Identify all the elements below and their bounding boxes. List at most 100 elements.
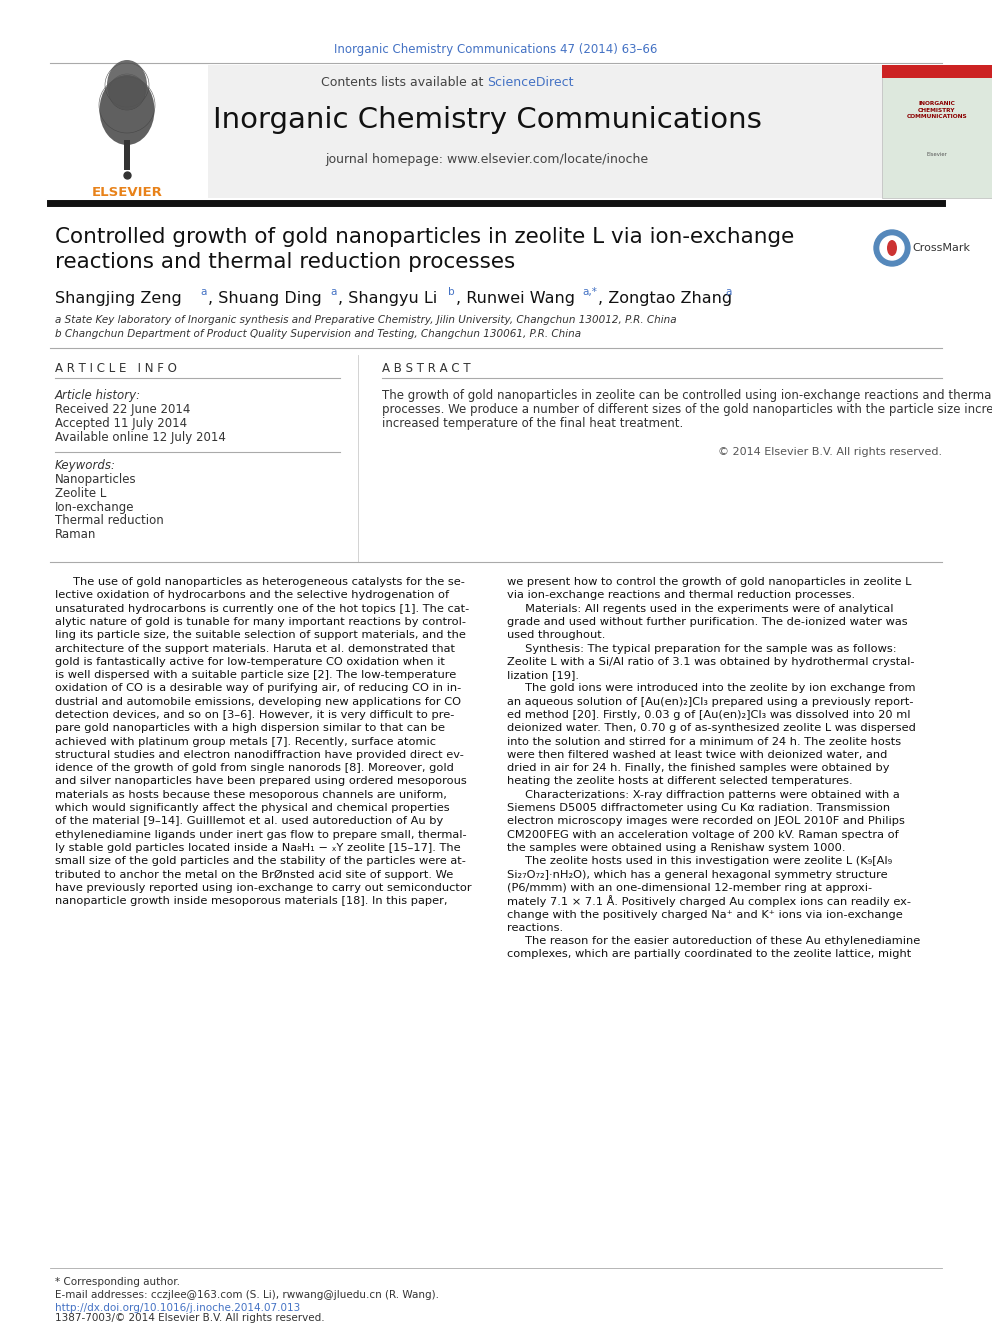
Text: Synthesis: The typical preparation for the sample was as follows:: Synthesis: The typical preparation for t… — [507, 643, 897, 654]
Text: journal homepage: www.elsevier.com/locate/inoche: journal homepage: www.elsevier.com/locat… — [325, 153, 649, 167]
Text: http://dx.doi.org/10.1016/j.inoche.2014.07.013: http://dx.doi.org/10.1016/j.inoche.2014.… — [55, 1303, 301, 1312]
Text: a,*: a,* — [582, 287, 597, 296]
Text: Inorganic Chemistry Communications 47 (2014) 63–66: Inorganic Chemistry Communications 47 (2… — [334, 44, 658, 57]
Text: a: a — [725, 287, 731, 296]
Text: mately 7.1 × 7.1 Å. Positively charged Au complex ions can readily ex-: mately 7.1 × 7.1 Å. Positively charged A… — [507, 896, 911, 908]
Text: ELSEVIER: ELSEVIER — [91, 185, 163, 198]
Text: Elsevier: Elsevier — [927, 152, 947, 157]
Text: into the solution and stirred for a minimum of 24 h. The zeolite hosts: into the solution and stirred for a mini… — [507, 737, 901, 746]
Text: (P6/mmm) with an one-dimensional 12-member ring at approxi-: (P6/mmm) with an one-dimensional 12-memb… — [507, 882, 872, 893]
Text: Siemens D5005 diffractometer using Cu Kα radiation. Transmission: Siemens D5005 diffractometer using Cu Kα… — [507, 803, 890, 814]
Text: the samples were obtained using a Renishaw system 1000.: the samples were obtained using a Renish… — [507, 843, 845, 853]
Text: Shangjing Zeng: Shangjing Zeng — [55, 291, 182, 306]
Text: structural studies and electron nanodiffraction have provided direct ev-: structural studies and electron nanodiff… — [55, 750, 464, 759]
FancyBboxPatch shape — [882, 65, 992, 198]
Text: CrossMark: CrossMark — [912, 243, 970, 253]
Text: Received 22 June 2014: Received 22 June 2014 — [55, 404, 190, 417]
Text: lization [19].: lization [19]. — [507, 671, 579, 680]
Text: The use of gold nanoparticles as heterogeneous catalysts for the se-: The use of gold nanoparticles as heterog… — [55, 577, 465, 587]
Text: a: a — [330, 287, 336, 296]
Text: dustrial and automobile emissions, developing new applications for CO: dustrial and automobile emissions, devel… — [55, 697, 461, 706]
Text: detection devices, and so on [3–6]. However, it is very difficult to pre-: detection devices, and so on [3–6]. Howe… — [55, 710, 454, 720]
Text: via ion-exchange reactions and thermal reduction processes.: via ion-exchange reactions and thermal r… — [507, 590, 855, 601]
Text: E-mail addresses: cczjlee@163.com (S. Li), rwwang@jluedu.cn (R. Wang).: E-mail addresses: cczjlee@163.com (S. Li… — [55, 1290, 439, 1301]
Text: © 2014 Elsevier B.V. All rights reserved.: © 2014 Elsevier B.V. All rights reserved… — [718, 447, 942, 456]
Text: alytic nature of gold is tunable for many important reactions by control-: alytic nature of gold is tunable for man… — [55, 617, 466, 627]
Text: a State Key laboratory of Inorganic synthesis and Preparative Chemistry, Jilin U: a State Key laboratory of Inorganic synt… — [55, 315, 677, 325]
Text: of the material [9–14]. Guilllemot et al. used autoreduction of Au by: of the material [9–14]. Guilllemot et al… — [55, 816, 443, 827]
Text: lective oxidation of hydrocarbons and the selective hydrogenation of: lective oxidation of hydrocarbons and th… — [55, 590, 449, 601]
Text: , Zongtao Zhang: , Zongtao Zhang — [598, 291, 732, 306]
Text: is well dispersed with a suitable particle size [2]. The low-temperature: is well dispersed with a suitable partic… — [55, 671, 456, 680]
Text: heating the zeolite hosts at different selected temperatures.: heating the zeolite hosts at different s… — [507, 777, 853, 786]
Text: small size of the gold particles and the stability of the particles were at-: small size of the gold particles and the… — [55, 856, 466, 867]
Text: The reason for the easier autoreduction of these Au ethylenediamine: The reason for the easier autoreduction … — [507, 937, 921, 946]
Ellipse shape — [99, 75, 155, 146]
Text: Characterizations: X-ray diffraction patterns were obtained with a: Characterizations: X-ray diffraction pat… — [507, 790, 900, 800]
Text: ling its particle size, the suitable selection of support materials, and the: ling its particle size, the suitable sel… — [55, 630, 466, 640]
Text: electron microscopy images were recorded on JEOL 2010F and Philips: electron microscopy images were recorded… — [507, 816, 905, 827]
Text: processes. We produce a number of different sizes of the gold nanoparticles with: processes. We produce a number of differ… — [382, 404, 992, 415]
FancyBboxPatch shape — [50, 65, 208, 198]
Text: a: a — [200, 287, 206, 296]
Text: Zeolite L with a Si/Al ratio of 3.1 was obtained by hydrothermal crystal-: Zeolite L with a Si/Al ratio of 3.1 was … — [507, 656, 915, 667]
Text: Materials: All regents used in the experiments were of analytical: Materials: All regents used in the exper… — [507, 603, 894, 614]
Text: dried in air for 24 h. Finally, the finished samples were obtained by: dried in air for 24 h. Finally, the fini… — [507, 763, 890, 773]
Text: Thermal reduction: Thermal reduction — [55, 515, 164, 527]
Text: Controlled growth of gold nanoparticles in zeolite L via ion-exchange: Controlled growth of gold nanoparticles … — [55, 228, 795, 247]
Text: tributed to anchor the metal on the BrØnsted acid site of support. We: tributed to anchor the metal on the BrØn… — [55, 869, 453, 880]
Text: Article history:: Article history: — [55, 389, 141, 401]
Text: The growth of gold nanoparticles in zeolite can be controlled using ion-exchange: The growth of gold nanoparticles in zeol… — [382, 389, 992, 402]
Text: b Changchun Department of Product Quality Supervision and Testing, Changchun 130: b Changchun Department of Product Qualit… — [55, 329, 581, 339]
Text: pare gold nanoparticles with a high dispersion similar to that can be: pare gold nanoparticles with a high disp… — [55, 724, 445, 733]
Text: Accepted 11 July 2014: Accepted 11 July 2014 — [55, 418, 187, 430]
Text: b: b — [448, 287, 454, 296]
Text: ly stable gold particles located inside a Na₈H₁ − ₓY zeolite [15–17]. The: ly stable gold particles located inside … — [55, 843, 460, 853]
FancyBboxPatch shape — [50, 65, 890, 198]
FancyBboxPatch shape — [124, 140, 130, 169]
Text: which would significantly affect the physical and chemical properties: which would significantly affect the phy… — [55, 803, 449, 814]
Ellipse shape — [107, 60, 147, 110]
Text: complexes, which are partially coordinated to the zeolite lattice, might: complexes, which are partially coordinat… — [507, 950, 912, 959]
Circle shape — [874, 230, 910, 266]
Text: reactions and thermal reduction processes: reactions and thermal reduction processe… — [55, 251, 515, 273]
Text: CM200FEG with an acceleration voltage of 200 kV. Raman spectra of: CM200FEG with an acceleration voltage of… — [507, 830, 899, 840]
Text: materials as hosts because these mesoporous channels are uniform,: materials as hosts because these mesopor… — [55, 790, 446, 800]
Text: Ion-exchange: Ion-exchange — [55, 500, 135, 513]
Text: have previously reported using ion-exchange to carry out semiconductor: have previously reported using ion-excha… — [55, 882, 471, 893]
Text: , Shuang Ding: , Shuang Ding — [208, 291, 321, 306]
Text: achieved with platinum group metals [7]. Recently, surface atomic: achieved with platinum group metals [7].… — [55, 737, 436, 746]
Text: an aqueous solution of [Au(en)₂]Cl₃ prepared using a previously report-: an aqueous solution of [Au(en)₂]Cl₃ prep… — [507, 697, 914, 706]
Ellipse shape — [887, 239, 897, 255]
Text: ethylenediamine ligands under inert gas flow to prepare small, thermal-: ethylenediamine ligands under inert gas … — [55, 830, 466, 840]
Text: reactions.: reactions. — [507, 923, 563, 933]
Text: grade and used without further purification. The de-ionized water was: grade and used without further purificat… — [507, 617, 908, 627]
Text: A B S T R A C T: A B S T R A C T — [382, 361, 470, 374]
Text: idence of the growth of gold from single nanorods [8]. Moreover, gold: idence of the growth of gold from single… — [55, 763, 454, 773]
Text: Available online 12 July 2014: Available online 12 July 2014 — [55, 431, 226, 445]
Text: * Corresponding author.: * Corresponding author. — [55, 1277, 180, 1287]
Text: increased temperature of the final heat treatment.: increased temperature of the final heat … — [382, 417, 683, 430]
Text: and silver nanoparticles have been prepared using ordered mesoporous: and silver nanoparticles have been prepa… — [55, 777, 467, 786]
Text: used throughout.: used throughout. — [507, 630, 605, 640]
Text: Zeolite L: Zeolite L — [55, 487, 106, 500]
Text: INORGANIC
CHEMISTRY
COMMUNICATIONS: INORGANIC CHEMISTRY COMMUNICATIONS — [907, 102, 967, 119]
Text: nanoparticle growth inside mesoporous materials [18]. In this paper,: nanoparticle growth inside mesoporous ma… — [55, 896, 447, 906]
Text: were then filtered washed at least twice with deionized water, and: were then filtered washed at least twice… — [507, 750, 888, 759]
Text: ScienceDirect: ScienceDirect — [487, 75, 573, 89]
Text: we present how to control the growth of gold nanoparticles in zeolite L: we present how to control the growth of … — [507, 577, 912, 587]
Text: change with the positively charged Na⁺ and K⁺ ions via ion-exchange: change with the positively charged Na⁺ a… — [507, 909, 903, 919]
FancyBboxPatch shape — [882, 65, 992, 78]
Text: Raman: Raman — [55, 528, 96, 541]
Text: gold is fantastically active for low-temperature CO oxidation when it: gold is fantastically active for low-tem… — [55, 656, 444, 667]
Text: The gold ions were introduced into the zeolite by ion exchange from: The gold ions were introduced into the z… — [507, 684, 916, 693]
Text: Nanoparticles: Nanoparticles — [55, 474, 137, 487]
Text: deionized water. Then, 0.70 g of as-synthesized zeolite L was dispersed: deionized water. Then, 0.70 g of as-synt… — [507, 724, 916, 733]
Text: Inorganic Chemistry Communications: Inorganic Chemistry Communications — [212, 106, 762, 134]
Text: The zeolite hosts used in this investigation were zeolite L (K₉[Al₉: The zeolite hosts used in this investiga… — [507, 856, 892, 867]
Text: unsaturated hydrocarbons is currently one of the hot topics [1]. The cat-: unsaturated hydrocarbons is currently on… — [55, 603, 469, 614]
Text: Contents lists available at: Contents lists available at — [320, 75, 487, 89]
Circle shape — [880, 235, 904, 261]
Text: 1387-7003/© 2014 Elsevier B.V. All rights reserved.: 1387-7003/© 2014 Elsevier B.V. All right… — [55, 1312, 324, 1323]
Text: Keywords:: Keywords: — [55, 459, 116, 472]
